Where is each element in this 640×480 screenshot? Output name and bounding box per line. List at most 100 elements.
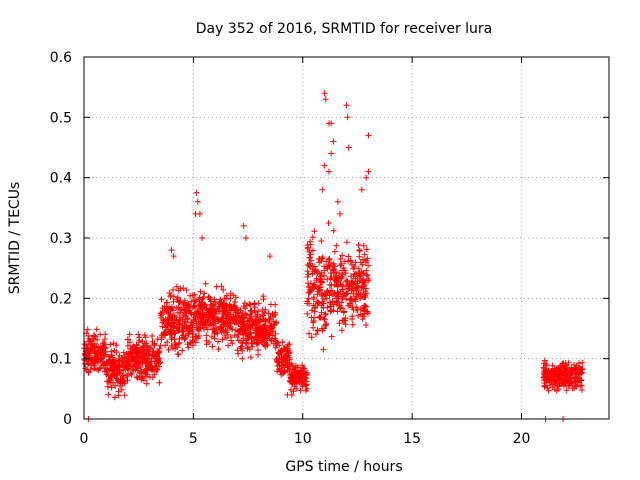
- data-point: [310, 319, 317, 326]
- data-point: [240, 318, 247, 325]
- data-point: [347, 297, 354, 304]
- data-point: [541, 357, 548, 364]
- data-point: [149, 374, 156, 381]
- data-point: [310, 324, 317, 331]
- data-point: [365, 262, 372, 269]
- data-point: [97, 356, 104, 363]
- data-point: [281, 369, 287, 376]
- data-point: [356, 247, 363, 254]
- data-point: [321, 272, 328, 279]
- data-point: [144, 348, 151, 354]
- data-point: [217, 327, 224, 333]
- data-point: [257, 325, 263, 332]
- data-point: [190, 317, 197, 324]
- data-point: [100, 340, 107, 347]
- data-point: [309, 266, 316, 273]
- data-point: [183, 287, 190, 293]
- data-point: [322, 96, 329, 103]
- data-point: [158, 312, 164, 319]
- data-point: [91, 332, 98, 339]
- data-point: [309, 284, 316, 291]
- data-point: [343, 296, 350, 303]
- data-point: [272, 330, 279, 337]
- data-point: [273, 342, 280, 349]
- data-point: [255, 317, 262, 324]
- data-point: [219, 301, 226, 308]
- data-point: [259, 339, 265, 346]
- data-point: [204, 326, 211, 333]
- data-point: [305, 280, 311, 287]
- data-point: [284, 345, 291, 352]
- data-point: [265, 310, 272, 317]
- data-point: [339, 252, 346, 259]
- data-point: [93, 347, 99, 354]
- data-point: [243, 336, 250, 343]
- data-point: [304, 310, 311, 317]
- data-point: [338, 293, 345, 300]
- data-point: [314, 327, 321, 334]
- data-point: [121, 392, 128, 399]
- data-point: [266, 253, 273, 260]
- data-point: [109, 370, 116, 377]
- data-point: [195, 322, 202, 329]
- data-point: [222, 318, 229, 325]
- data-point: [287, 378, 293, 385]
- data-point: [247, 321, 253, 328]
- data-point: [231, 299, 238, 305]
- data-point: [258, 333, 265, 340]
- data-point: [243, 312, 250, 319]
- data-point: [324, 289, 331, 296]
- data-point: [563, 387, 570, 394]
- data-point: [333, 298, 340, 305]
- data-point: [328, 150, 335, 157]
- data-point: [142, 334, 149, 341]
- data-point: [142, 370, 148, 377]
- data-point: [328, 120, 335, 127]
- data-point: [572, 367, 579, 374]
- data-point: [252, 309, 258, 316]
- data-point: [578, 377, 585, 384]
- data-point: [569, 385, 576, 392]
- data-point: [137, 355, 144, 361]
- data-point: [249, 318, 256, 325]
- data-point: [191, 298, 198, 305]
- data-point: [325, 220, 332, 226]
- data-point: [114, 379, 121, 386]
- data-point: [229, 340, 236, 347]
- data-point: [190, 302, 197, 309]
- data-point: [292, 364, 299, 371]
- data-point: [207, 315, 214, 321]
- data-point: [311, 228, 318, 235]
- data-point: [221, 320, 228, 327]
- data-point: [303, 378, 310, 385]
- data-point: [541, 376, 548, 382]
- data-point: [227, 290, 234, 297]
- data-point: [546, 375, 553, 381]
- data-point: [219, 336, 226, 343]
- data-point: [319, 186, 326, 193]
- data-point: [330, 138, 337, 145]
- data-point: [577, 382, 584, 389]
- data-point: [186, 339, 193, 346]
- data-point: [266, 335, 273, 342]
- data-point: [305, 271, 312, 278]
- data-point: [117, 376, 124, 383]
- data-point: [124, 342, 131, 349]
- data-point: [273, 356, 280, 363]
- data-point: [344, 114, 351, 121]
- data-point: [116, 370, 123, 377]
- data-point: [352, 259, 359, 266]
- data-point: [187, 309, 194, 316]
- data-point: [279, 362, 286, 369]
- data-point: [321, 162, 328, 169]
- data-point: [231, 302, 238, 309]
- data-point: [215, 316, 222, 323]
- data-point: [362, 259, 369, 266]
- data-point: [248, 340, 255, 347]
- data-point: [568, 374, 575, 381]
- data-point: [148, 363, 155, 370]
- data-point: [143, 373, 150, 380]
- data-point: [173, 317, 180, 324]
- data-point: [365, 132, 372, 139]
- y-tick-label: 0.3: [50, 231, 72, 247]
